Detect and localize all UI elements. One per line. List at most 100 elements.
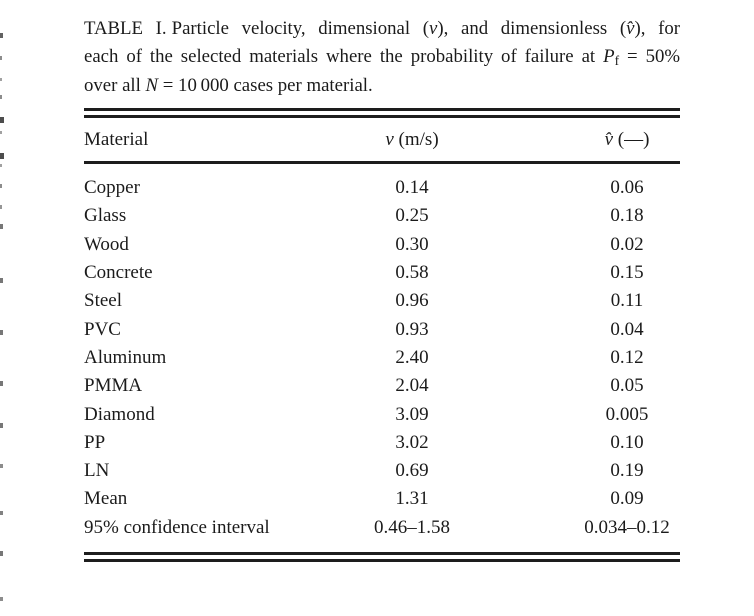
cell-material: Aluminum <box>84 346 167 368</box>
symbol-v: v <box>429 18 438 39</box>
table-row: PP 3.02 0.10 <box>84 429 680 457</box>
cell-material: Concrete <box>84 262 153 284</box>
table-row: Concrete 0.58 0.15 <box>84 259 680 287</box>
cell-material: PP <box>84 431 106 453</box>
caption-line-1: TABLE I. Particle velocity, dimensional (… <box>84 15 680 43</box>
edge-artifact <box>0 56 2 60</box>
cell-velocity-dimensionless: 0.06 <box>610 177 644 199</box>
cell-velocity: 2.04 <box>395 375 429 397</box>
table-row: 95% confidence interval 0.46–1.58 0.034–… <box>84 514 680 542</box>
symbol-vhat: v̂ <box>626 18 635 39</box>
edge-artifact <box>0 95 2 99</box>
caption-text: Particle velocity, dimensional ( <box>171 18 430 39</box>
table-bottom-rule <box>84 551 680 562</box>
cell-velocity-dimensionless: 0.005 <box>605 403 649 425</box>
cell-velocity: 0.46–1.58 <box>374 516 450 538</box>
cell-material: Diamond <box>84 403 155 425</box>
cell-velocity-dimensionless: 0.034–0.12 <box>584 516 670 538</box>
edge-artifact <box>0 205 2 209</box>
symbol-P-subscript-f: f <box>614 53 620 69</box>
cell-velocity: 2.40 <box>395 346 429 368</box>
table-row: PMMA 2.04 0.05 <box>84 372 680 400</box>
cell-velocity-dimensionless: 0.05 <box>610 375 644 397</box>
cell-velocity-dimensionless: 0.09 <box>610 488 644 510</box>
edge-artifact <box>0 597 3 601</box>
edge-artifact <box>0 464 3 468</box>
cell-velocity-dimensionless: 0.11 <box>610 290 644 312</box>
cell-velocity: 0.25 <box>395 205 429 227</box>
table-row: Wood 0.30 0.02 <box>84 231 680 259</box>
cell-material: Glass <box>84 205 127 227</box>
cell-velocity: 0.14 <box>395 177 429 199</box>
cell-material: Steel <box>84 290 122 312</box>
edge-artifact <box>0 330 3 335</box>
table-row: Mean 1.31 0.09 <box>84 485 680 513</box>
data-table: Material v (m/s) v̂ (—) Copper 0.14 0.06… <box>84 108 680 562</box>
cell-velocity: 0.58 <box>395 262 429 284</box>
caption-text: ), and dimensionless ( <box>437 18 627 39</box>
table-header-rule <box>84 161 680 164</box>
cell-material: Mean <box>84 488 128 510</box>
cell-velocity-dimensionless: 0.10 <box>610 431 644 453</box>
table-row: Diamond 3.09 0.005 <box>84 400 680 428</box>
edge-artifact <box>0 153 4 159</box>
edge-artifact <box>0 551 3 556</box>
cell-velocity-dimensionless: 0.15 <box>610 262 644 284</box>
caption-text: = 10 000 cases per material. <box>158 75 373 96</box>
caption-text: ), for <box>634 18 680 39</box>
column-header-velocity-unit: (m/s) <box>393 129 439 151</box>
cell-velocity-dimensionless: 0.12 <box>610 346 644 368</box>
table-row: Aluminum 2.40 0.12 <box>84 344 680 372</box>
cell-velocity: 0.93 <box>395 318 429 340</box>
cell-velocity-dimensionless: 0.02 <box>610 233 644 255</box>
caption-text: = 50% <box>619 46 680 67</box>
symbol-P: P <box>603 46 615 67</box>
cell-velocity: 1.31 <box>395 488 429 510</box>
column-header-velocity: v (m/s) <box>385 129 438 151</box>
edge-artifact <box>0 117 4 123</box>
cell-velocity: 0.69 <box>395 460 429 482</box>
edge-artifact <box>0 33 3 38</box>
edge-artifact <box>0 78 2 81</box>
edge-artifact <box>0 131 2 134</box>
cell-material: PMMA <box>84 375 143 397</box>
cell-velocity-dimensionless: 0.19 <box>610 460 644 482</box>
edge-artifact <box>0 184 2 188</box>
caption-line-2: each of the selected materials where the… <box>84 43 680 72</box>
symbol-vhat: v̂ <box>604 129 614 151</box>
cell-material: LN <box>84 460 110 482</box>
cell-material: Wood <box>84 233 129 255</box>
table-top-rule <box>84 108 680 118</box>
table-header-row: Material v (m/s) v̂ (—) <box>84 118 680 161</box>
cell-material: PVC <box>84 318 121 340</box>
table-row: Glass 0.25 0.18 <box>84 202 680 230</box>
table-row: PVC 0.93 0.04 <box>84 315 680 343</box>
column-header-dimensionless-unit: (—) <box>613 129 650 151</box>
caption-line-3: over all N = 10 000 cases per material. <box>84 72 680 100</box>
edge-artifact <box>0 224 3 229</box>
edge-artifact <box>0 278 3 283</box>
cell-velocity: 0.96 <box>395 290 429 312</box>
caption-text: each of the selected materials where the… <box>84 46 604 67</box>
cell-velocity-dimensionless: 0.18 <box>610 205 644 227</box>
cell-velocity-dimensionless: 0.04 <box>610 318 644 340</box>
cell-velocity: 3.09 <box>395 403 429 425</box>
edge-artifact <box>0 381 3 386</box>
table-caption: TABLE I. Particle velocity, dimensional (… <box>84 15 680 100</box>
table-row: Steel 0.96 0.11 <box>84 287 680 315</box>
table-row: LN 0.69 0.19 <box>84 457 680 485</box>
column-header-material: Material <box>84 129 149 151</box>
cell-velocity: 0.30 <box>395 233 429 255</box>
symbol-N: N <box>145 75 159 96</box>
cell-material: 95% confidence interval <box>84 516 270 538</box>
symbol-v: v <box>385 129 394 151</box>
caption-text: over all <box>84 75 146 96</box>
edge-artifact <box>0 511 3 515</box>
column-header-velocity-dimensionless: v̂ (—) <box>605 129 650 151</box>
table-body: Copper 0.14 0.06 Glass 0.25 0.18 Wood 0.… <box>84 164 680 552</box>
edge-artifact <box>0 164 2 167</box>
table-row: Copper 0.14 0.06 <box>84 174 680 202</box>
cell-material: Copper <box>84 177 140 199</box>
cell-velocity: 3.02 <box>395 431 429 453</box>
